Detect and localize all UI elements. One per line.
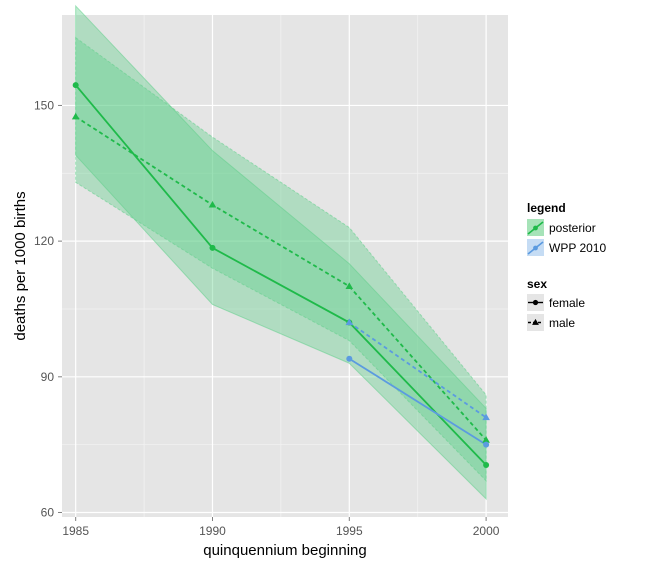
data-point-posterior-male [208,200,217,208]
y-tick-label: 120 [34,234,54,248]
y-axis-ticks: 60 90 120 150 [34,98,62,519]
x-tick-label: 1990 [199,524,226,538]
x-tick-label: 1995 [336,524,363,538]
legend-label-male: male [549,316,575,330]
confidence-bands [75,4,487,501]
x-tick-label: 2000 [473,524,500,538]
x-axis-title: quinquennium beginning [203,542,366,559]
legend-key-female-point [532,299,539,306]
data-point-wpp-2010-female [483,441,490,448]
legend-label-posterior: posterior [549,221,596,235]
legend-key-male-point [532,318,539,325]
data-point-posterior-male [345,282,354,289]
y-axis-title: deaths per 1000 births [12,191,29,340]
grid-minor [62,15,508,517]
legend-source: legend posterior WPP 2010 [527,201,606,256]
data-point-posterior-male [482,436,490,443]
legend-key-posterior-point [533,225,538,231]
y-tick-label: 150 [34,98,54,112]
data-point-wpp-2010-male [345,318,354,326]
series-line-wpp-2010-female [348,357,487,446]
y-tick-label: 90 [41,370,55,384]
band-posterior-male [75,36,487,483]
legend-key-wpp-point [533,245,538,251]
x-axis-ticks: 1985 1990 1995 2000 [62,517,500,538]
data-point-posterior-female [72,82,79,89]
data-point-posterior-male [71,112,80,120]
legend-sex-title: sex [527,277,547,291]
series-line-posterior-female [74,84,487,466]
plot-panel [62,15,508,517]
legend-label-wpp: WPP 2010 [549,241,606,255]
data-point-wpp-2010-male [482,413,490,421]
data-point-wpp-2010-female [346,355,353,362]
legend-sex: sex female male [527,277,585,331]
series-lines [74,84,487,466]
legend-label-female: female [549,296,585,310]
x-tick-label: 1985 [62,524,89,538]
y-tick-label: 60 [41,505,55,519]
series-points [71,82,490,468]
data-point-posterior-female [483,461,490,468]
data-point-posterior-female [209,244,216,251]
legend-source-title: legend [527,201,566,215]
